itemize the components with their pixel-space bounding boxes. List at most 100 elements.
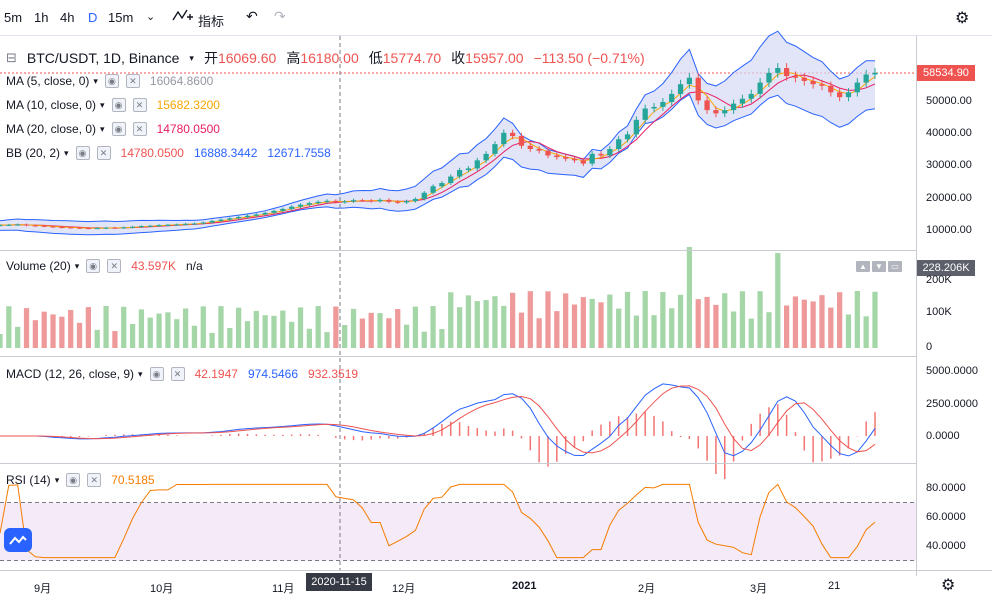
eye-icon[interactable]: ◉ — [75, 146, 90, 160]
undo-icon[interactable]: ↶ — [246, 8, 258, 24]
volume-bar — [713, 304, 719, 348]
close-icon[interactable]: ✕ — [125, 74, 140, 88]
time-axis-settings-icon[interactable]: ⚙ — [941, 577, 956, 594]
eye-icon[interactable]: ◉ — [104, 74, 119, 88]
legend-rsi[interactable]: RSI (14) ▾ ◉ ✕ 70.5185 — [6, 473, 155, 487]
candle-body — [0, 225, 3, 227]
close-icon[interactable]: ✕ — [87, 473, 102, 487]
legend-ma5[interactable]: MA (5, close, 0) ▾ ◉ ✕ 16064.8600 — [6, 74, 213, 88]
price-tick: 40000.00 — [926, 127, 972, 139]
volume-bar — [377, 313, 383, 348]
candle-body — [395, 201, 401, 203]
cloud-logo-icon — [4, 528, 32, 552]
candle-body — [165, 224, 171, 226]
pane-divider[interactable] — [0, 463, 916, 464]
timeframe-d[interactable]: D — [88, 10, 98, 25]
close-icon[interactable]: ✕ — [107, 259, 122, 273]
eye-icon[interactable]: ◉ — [111, 98, 126, 112]
timeframe-15m[interactable]: 15m — [108, 10, 134, 25]
volume-bar — [297, 307, 304, 348]
timeframe-4h[interactable]: 4h — [60, 10, 75, 25]
volume-bar — [85, 307, 92, 348]
close-icon[interactable]: ✕ — [96, 146, 111, 160]
volume-bar — [598, 302, 604, 348]
chevron-down-icon[interactable]: ▾ — [138, 368, 143, 379]
volume-bar — [68, 309, 74, 348]
legend-label: BB (20, 2) — [6, 146, 61, 160]
candle-body — [262, 212, 268, 215]
volume-bar — [244, 321, 251, 348]
volume-tick: 200K — [926, 274, 952, 286]
volume-bar — [819, 295, 825, 348]
volume-bar — [474, 301, 480, 348]
candle-body — [271, 210, 277, 213]
timeframe-5m[interactable]: 5m — [4, 10, 23, 25]
volume-bar — [412, 306, 419, 348]
chevron-down-icon[interactable]: ▾ — [100, 99, 105, 110]
volume-bar — [863, 316, 869, 348]
chevron-down-icon[interactable]: ▾ — [100, 123, 105, 134]
legend-ma20[interactable]: MA (20, close, 0) ▾ ◉ ✕ 14780.0500 — [6, 122, 220, 136]
candle-body — [872, 72, 878, 75]
candle-body — [147, 225, 153, 227]
candle-body — [837, 92, 843, 98]
close-icon[interactable]: ✕ — [132, 98, 147, 112]
legend-volume[interactable]: Volume (20) ▾ ◉ ✕ 43.597K n/a — [6, 259, 203, 273]
volume-bar — [191, 325, 198, 348]
volume-bar — [589, 298, 595, 348]
indicators-icon[interactable] — [172, 8, 194, 27]
chevron-down-icon[interactable]: ▾ — [189, 52, 194, 63]
candle-body — [686, 77, 693, 85]
close-icon[interactable]: ✕ — [170, 367, 185, 381]
candle-body — [633, 119, 639, 135]
volume-bar — [456, 307, 463, 348]
symbol-title[interactable]: BTC/USDT, 1D, Binance — [26, 50, 180, 66]
candle-body — [200, 222, 206, 224]
volume-bar — [722, 293, 728, 348]
close-key: 收 — [451, 50, 466, 66]
candle-body — [324, 200, 330, 202]
legend-ma10[interactable]: MA (10, close, 0) ▾ ◉ ✕ 15682.3200 — [6, 98, 220, 112]
redo-icon[interactable]: ↷ — [274, 8, 286, 24]
move-up-icon[interactable]: ▲ — [856, 261, 870, 272]
pane-divider[interactable] — [0, 250, 916, 251]
chevron-down-icon[interactable]: ▾ — [64, 147, 69, 158]
candle-body — [359, 200, 365, 202]
candle-body — [527, 145, 533, 149]
settings-gear-icon[interactable]: ⚙ — [955, 10, 970, 27]
chevron-down-icon[interactable]: ⌄ — [146, 11, 156, 23]
volume-bar — [386, 318, 392, 348]
volume-bar — [607, 294, 613, 348]
candle-body — [730, 103, 737, 111]
candle-body — [6, 224, 12, 226]
chevron-down-icon[interactable]: ▾ — [93, 75, 98, 86]
price-tick: 30000.00 — [926, 159, 972, 171]
pane-divider[interactable] — [0, 356, 916, 357]
timeframe-1h[interactable]: 1h — [34, 10, 49, 25]
collapse-icon[interactable]: ⊟ — [6, 50, 17, 65]
candle-body — [85, 228, 92, 230]
collapse-pane-icon[interactable]: ▭ — [888, 261, 902, 272]
move-down-icon[interactable]: ▼ — [872, 261, 886, 272]
eye-icon[interactable]: ◉ — [149, 367, 164, 381]
indicators-button[interactable]: 指标 — [198, 14, 225, 29]
candle-body — [456, 170, 463, 177]
price-scale-border — [916, 36, 917, 576]
chevron-down-icon[interactable]: ▾ — [74, 260, 80, 271]
eye-icon[interactable]: ◉ — [86, 259, 101, 273]
eye-icon[interactable]: ◉ — [66, 473, 81, 487]
volume-bar — [465, 295, 472, 348]
volume-bar — [395, 309, 401, 348]
macd-pane — [0, 383, 876, 480]
chevron-down-icon[interactable]: ▾ — [54, 474, 60, 485]
legend-bb[interactable]: BB (20, 2) ▾ ◉ ✕ 14780.0500 16888.3442 126… — [6, 146, 331, 160]
legend-macd[interactable]: MACD (12, 26, close, 9) ▾ ◉ ✕ 42.1947 974.… — [6, 367, 358, 381]
volume-bar — [421, 331, 427, 348]
candle-body — [386, 199, 392, 202]
legend-value: 932.3519 — [308, 367, 359, 381]
close-icon[interactable]: ✕ — [132, 122, 147, 136]
eye-icon[interactable]: ◉ — [111, 122, 126, 136]
volume-bar — [103, 306, 109, 348]
pane-controls[interactable]: ▲ ▼ ▭ — [856, 261, 902, 272]
